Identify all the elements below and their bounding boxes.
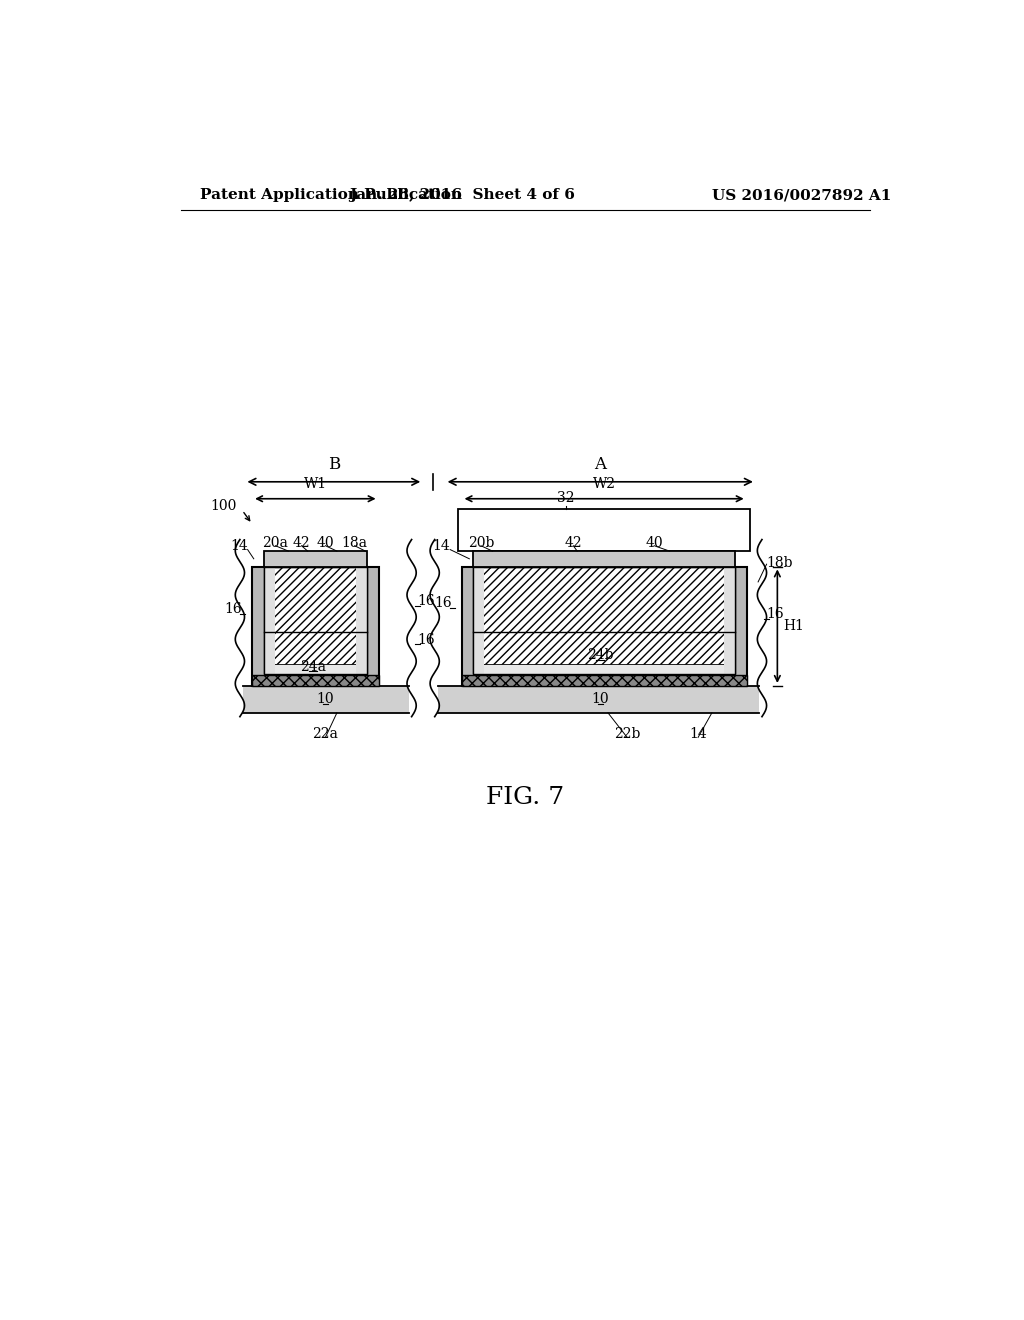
Text: 16: 16: [435, 597, 453, 610]
Text: W1: W1: [304, 477, 327, 491]
Text: 22a: 22a: [312, 727, 338, 742]
Text: H1: H1: [783, 619, 805, 634]
Bar: [252, 675, 379, 686]
Bar: [473, 566, 735, 675]
Text: 14: 14: [689, 727, 707, 742]
Text: 42: 42: [564, 536, 582, 549]
Text: 20a: 20a: [262, 536, 289, 549]
Text: 16: 16: [418, 594, 435, 609]
Bar: [462, 675, 746, 686]
Text: 16: 16: [224, 602, 243, 616]
Bar: [264, 566, 274, 675]
Text: 18a: 18a: [342, 536, 368, 549]
Bar: [473, 566, 735, 675]
Text: FIG. 7: FIG. 7: [485, 785, 564, 809]
Text: B: B: [328, 455, 340, 473]
Bar: [264, 552, 367, 566]
Text: Patent Application Publication: Patent Application Publication: [200, 189, 462, 202]
Text: A: A: [594, 455, 606, 473]
Bar: [458, 508, 751, 552]
Text: 42: 42: [293, 536, 310, 549]
Bar: [243, 686, 409, 713]
Text: Jan. 28, 2016  Sheet 4 of 6: Jan. 28, 2016 Sheet 4 of 6: [349, 189, 574, 202]
Text: 24b: 24b: [587, 648, 613, 663]
Bar: [356, 566, 367, 675]
Text: 24a: 24a: [300, 660, 326, 673]
Bar: [264, 566, 367, 675]
Text: 40: 40: [645, 536, 663, 549]
Text: 100: 100: [211, 499, 237, 513]
Bar: [252, 566, 379, 686]
Bar: [724, 566, 735, 675]
Text: W2: W2: [593, 477, 615, 491]
Bar: [264, 566, 367, 675]
Text: 40: 40: [316, 536, 334, 549]
Bar: [473, 664, 735, 675]
Text: 16: 16: [767, 607, 784, 622]
Text: 10: 10: [592, 692, 609, 706]
Bar: [264, 664, 367, 675]
Bar: [473, 566, 484, 675]
Text: 14: 14: [229, 540, 248, 553]
Text: 32: 32: [557, 491, 574, 506]
Text: 20b: 20b: [468, 536, 495, 549]
Text: 10: 10: [316, 692, 334, 706]
Text: 22b: 22b: [614, 727, 640, 742]
Text: 18b: 18b: [767, 556, 793, 570]
Text: 16: 16: [418, 632, 435, 647]
Bar: [438, 686, 759, 713]
Bar: [462, 566, 746, 686]
Text: US 2016/0027892 A1: US 2016/0027892 A1: [712, 189, 891, 202]
Text: 14: 14: [432, 540, 451, 553]
Bar: [473, 552, 735, 566]
